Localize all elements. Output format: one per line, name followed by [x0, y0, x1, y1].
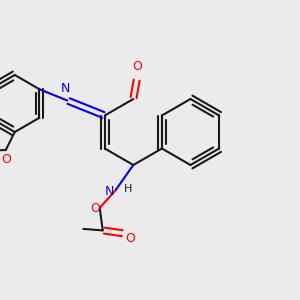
Text: H: H: [124, 184, 132, 194]
Text: O: O: [91, 202, 100, 215]
Text: O: O: [125, 232, 135, 245]
Text: N: N: [61, 82, 70, 95]
Text: O: O: [1, 153, 11, 166]
Text: O: O: [132, 60, 142, 73]
Text: N: N: [105, 184, 114, 198]
